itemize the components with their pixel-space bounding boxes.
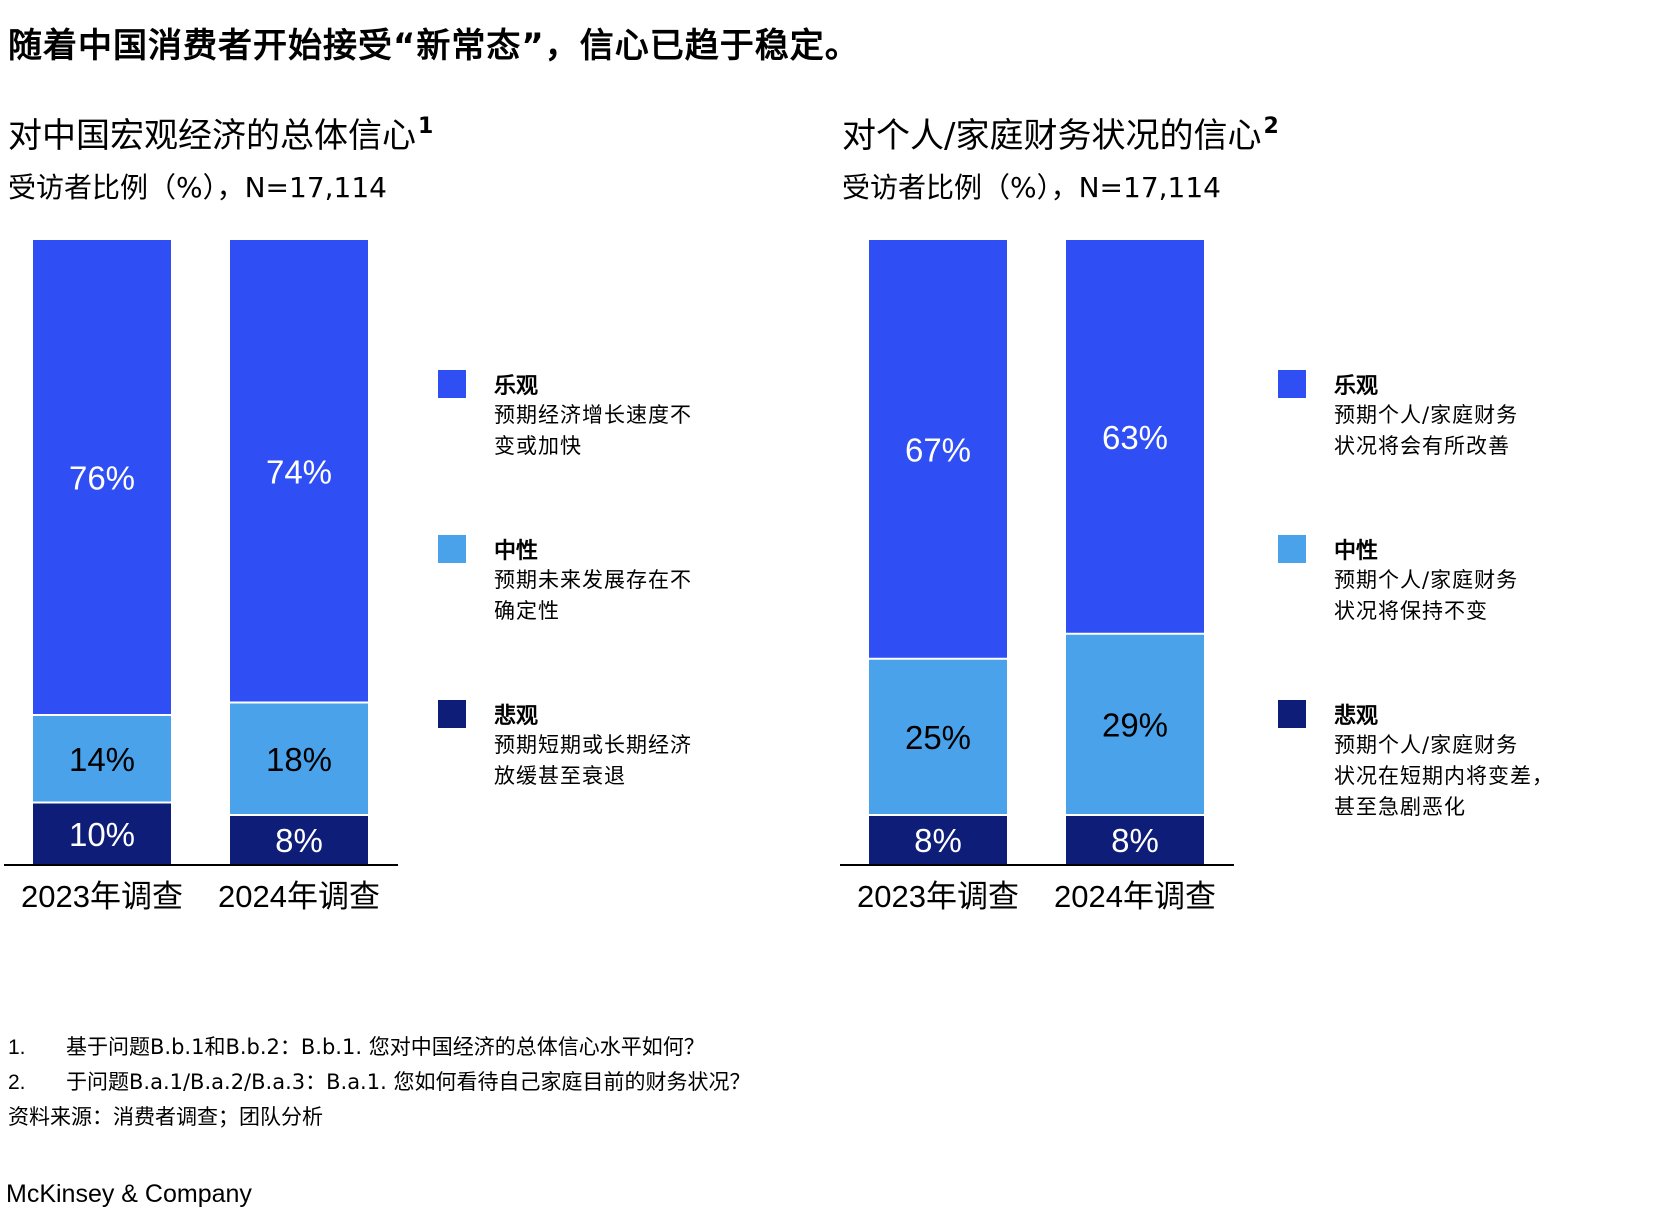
bar-optimistic-1 [33, 240, 171, 715]
legend-label-optimistic: 乐观 [494, 374, 539, 399]
legend-label-neutral: 中性 [1334, 539, 1379, 564]
legend-description-line: 状况在短期内将变差， [1334, 764, 1554, 788]
legend-description-pessimistic: 预期个人/家庭财务状况在短期内将变差， 甚至急剧恶化 [1334, 730, 1554, 823]
data-label-pessimistic-1: 8% [914, 822, 962, 859]
bar-neutral-2 [230, 702, 368, 815]
legend-swatch-optimistic [438, 370, 466, 398]
bar-optimistic-2 [1066, 240, 1204, 634]
bar-neutral-2 [1066, 633, 1204, 815]
legend-description-optimistic: 预期经济增长速度不 变或加快 [494, 400, 692, 462]
data-label-neutral-2: 18% [266, 741, 332, 778]
legend-swatch-optimistic [1278, 370, 1306, 398]
legend-description-line: 预期未来发展存在不 [494, 568, 692, 592]
chart-1-macro-confidence: 10% 14% 76% 2023年调查 8% 18% 74% 2024年调查 [4, 240, 398, 914]
footnote-2: 2. 于问题B.a.1/B.a.2/B.a.3：B.a.1. 您如何看待自己家庭目… [8, 1065, 750, 1100]
legend-description-line: 预期短期或长期经济 [494, 733, 692, 757]
category-label-2: 2024年调查 [218, 879, 380, 914]
legend-description-line: 状况将保持不变 [1334, 599, 1488, 623]
footnotes: 1. 基于问题B.b.1和B.b.2：B.b.1. 您对中国经济的总体信心水平如何… [8, 1030, 750, 1134]
bar-neutral-1 [869, 658, 1007, 815]
legend-label-pessimistic: 悲观 [494, 704, 539, 729]
chart-2-title: 对个人/家庭财务状况的信心2 [842, 108, 1279, 157]
bar-pessimistic-1 [33, 802, 171, 865]
chart-2-footnote-ref: 2 [1263, 114, 1279, 139]
legend-description-neutral: 预期未来发展存在不 确定性 [494, 565, 692, 627]
legend-description-line: 预期个人/家庭财务 [1334, 568, 1519, 592]
chart-1-title-text: 对中国宏观经济的总体信心 [8, 116, 416, 156]
legend-description-line: 预期个人/家庭财务 [1334, 733, 1519, 757]
legend-swatch-pessimistic [1278, 700, 1306, 728]
data-label-neutral-2: 29% [1102, 706, 1168, 743]
legend-description-line: 状况将会有所改善 [1334, 434, 1510, 458]
bar-neutral-1 [33, 715, 171, 803]
category-label-2: 2024年调查 [1054, 879, 1216, 914]
bar-optimistic-2 [230, 240, 368, 703]
data-label-neutral-1: 25% [905, 719, 971, 756]
legend-description-line: 放缓甚至衰退 [494, 764, 626, 788]
data-label-neutral-1: 14% [69, 741, 135, 778]
brand-logo-text: McKinsey & Company [6, 1180, 252, 1208]
legend-swatch-pessimistic [438, 700, 466, 728]
data-label-optimistic-1: 76% [69, 460, 135, 497]
data-label-pessimistic-1: 10% [69, 816, 135, 853]
category-label-1: 2023年调查 [21, 879, 183, 914]
legend-description-line: 确定性 [494, 599, 560, 623]
chart-1-title: 对中国宏观经济的总体信心1 [8, 108, 433, 157]
legend-label-neutral: 中性 [494, 539, 539, 564]
legend-swatch-neutral [438, 535, 466, 563]
legend-description-line: 预期经济增长速度不 [494, 403, 692, 427]
footnote-2-text: 于问题B.a.1/B.a.2/B.a.3：B.a.1. 您如何看待自己家庭目前的… [66, 1070, 751, 1094]
data-label-optimistic-2: 63% [1102, 419, 1168, 456]
bar-pessimistic-2 [230, 815, 368, 865]
bar-optimistic-1 [869, 240, 1007, 659]
category-label-1: 2023年调查 [857, 879, 1019, 914]
page-title: 随着中国消费者开始接受“新常态”，信心已趋于稳定。 [8, 26, 860, 66]
footnote-1-text: 基于问题B.b.1和B.b.2：B.b.1. 您对中国经济的总体信心水平如何？ [66, 1035, 705, 1059]
legend-description-neutral: 预期个人/家庭财务 状况将保持不变 [1334, 565, 1518, 627]
footnote-1: 1. 基于问题B.b.1和B.b.2：B.b.1. 您对中国经济的总体信心水平如何… [8, 1030, 750, 1065]
legend-description-line: 变或加快 [494, 434, 582, 458]
legend-label-pessimistic: 悲观 [1334, 704, 1379, 729]
chart-2-title-text: 对个人/家庭财务状况的信心 [842, 116, 1262, 156]
legend-description-line: 甚至急剧恶化 [1334, 795, 1466, 819]
legend-swatch-neutral [1278, 535, 1306, 563]
bar-pessimistic-2 [1066, 815, 1204, 865]
legend-description-optimistic: 预期个人/家庭财务 状况将会有所改善 [1334, 400, 1518, 462]
footnote-2-number: 2. [8, 1071, 26, 1094]
legend-description-line: 预期个人/家庭财务 [1334, 403, 1519, 427]
data-label-optimistic-2: 74% [266, 453, 332, 490]
footnote-1-number: 1. [8, 1036, 26, 1059]
chart-2-household-confidence: 8% 25% 67% 2023年调查 8% 29% 63% 2024年调查 [840, 240, 1234, 914]
chart-1-footnote-ref: 1 [418, 114, 434, 139]
legend-description-pessimistic: 预期短期或长期经济 放缓甚至衰退 [494, 730, 692, 792]
data-label-pessimistic-2: 8% [1111, 822, 1159, 859]
bar-pessimistic-1 [869, 815, 1007, 865]
chart-2-subtitle: 受访者比例（%），N=17,114 [842, 171, 1221, 204]
chart-1-subtitle: 受访者比例（%），N=17,114 [8, 171, 387, 204]
legend-label-optimistic: 乐观 [1334, 374, 1379, 399]
source-note: 资料来源：消费者调查；团队分析 [8, 1105, 323, 1129]
data-label-pessimistic-2: 8% [275, 822, 323, 859]
data-label-optimistic-1: 67% [905, 431, 971, 468]
